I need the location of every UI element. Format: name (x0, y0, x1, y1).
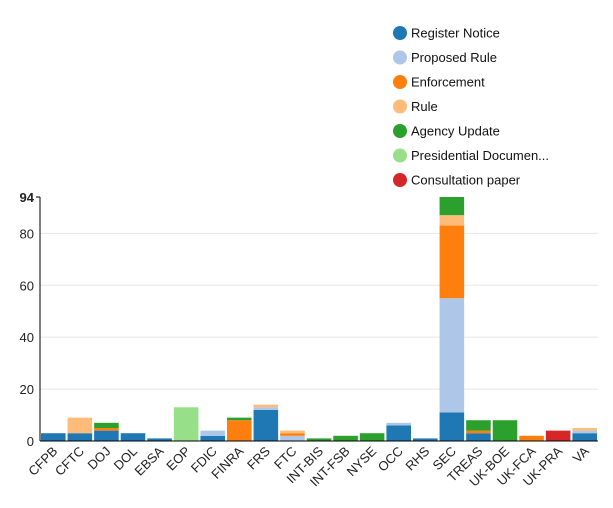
bar-segment-occ-proposed-rule[interactable] (386, 422, 411, 426)
x-tick-label-doj: DOJ (85, 444, 114, 473)
bar-segment-treas-agency-update[interactable] (466, 420, 491, 431)
x-tick-label-cftc: CFTC (52, 444, 87, 479)
x-axis: CFPBCFTCDOJDOLEBSAEOPFDICFINRAFRSFTCINT-… (25, 440, 598, 489)
bar-segment-int-fsb-agency-update[interactable] (333, 435, 358, 441)
x-tick-label-ebsa: EBSA (132, 443, 167, 478)
bar-segment-dol-register-notice[interactable] (120, 433, 146, 441)
bar-segment-ftc-enforcement[interactable] (280, 433, 305, 436)
bar-segment-uk-fca-enforcement[interactable] (519, 435, 544, 441)
x-tick-label-frs: FRS (244, 443, 273, 472)
bar-segment-sec-enforcement[interactable] (439, 225, 465, 299)
bar-segment-ftc-rule[interactable] (280, 430, 305, 434)
bar-segment-fdic-proposed-rule[interactable] (200, 430, 225, 436)
legend-marker-agency-update[interactable] (393, 124, 407, 138)
x-tick-label-eop: EOP (163, 444, 193, 474)
bar-segment-int-bis-agency-update[interactable] (306, 438, 332, 441)
bar-segment-sec-rule[interactable] (439, 215, 465, 226)
y-tick-label: 0 (27, 434, 34, 449)
bar-segment-eop-presidential-documen[interactable] (173, 407, 199, 441)
legend-label-proposed-rule[interactable]: Proposed Rule (411, 50, 497, 65)
y-tick-label: 40 (20, 330, 34, 345)
bar-segment-frs-register-notice[interactable] (253, 409, 279, 441)
bar-segment-cftc-rule[interactable] (67, 417, 93, 434)
y-tick-label: 20 (20, 382, 34, 397)
bar-segment-fdic-register-notice[interactable] (200, 435, 225, 441)
legend-marker-proposed-rule[interactable] (393, 50, 407, 65)
bar-segment-doj-enforcement[interactable] (94, 428, 119, 431)
bar-segment-doj-register-notice[interactable] (94, 430, 119, 441)
bar-segment-frs-proposed-rule[interactable] (253, 407, 279, 410)
bar-segment-uk-pra-consultation-paper[interactable] (545, 430, 571, 441)
bar-segment-va-proposed-rule[interactable] (572, 430, 597, 434)
bar-segment-frs-rule[interactable] (253, 404, 279, 408)
bar-segment-sec-agency-update[interactable] (439, 197, 465, 216)
bar-segment-nyse-agency-update[interactable] (359, 433, 385, 441)
legend-marker-rule[interactable] (393, 99, 407, 114)
bar-segment-occ-register-notice[interactable] (386, 425, 411, 441)
legend-marker-consultation-paper[interactable] (393, 173, 407, 187)
legend-label-rule[interactable]: Rule (411, 99, 438, 114)
legend-marker-presidential-documen[interactable] (393, 148, 407, 163)
bar-segment-treas-register-notice[interactable] (466, 433, 491, 441)
bar-segment-va-rule[interactable] (572, 428, 597, 431)
bar-segment-finra-agency-update[interactable] (227, 417, 252, 421)
bars-group (41, 197, 597, 441)
x-tick-label-va: VA (570, 443, 592, 465)
bar-segment-uk-boe-agency-update[interactable] (492, 420, 518, 441)
x-tick-label-occ: OCC (375, 444, 406, 475)
bar-segment-ebsa-register-notice[interactable] (147, 438, 172, 441)
legend-label-enforcement[interactable]: Enforcement (411, 75, 485, 90)
bar-segment-treas-enforcement[interactable] (466, 430, 491, 434)
y-axis: 0 20 40 60 80 94 (20, 190, 41, 449)
legend-marker-register-notice[interactable] (393, 26, 407, 40)
bar-segment-cfpb-register-notice[interactable] (41, 433, 66, 441)
legend-label-register-notice[interactable]: Register Notice (411, 26, 500, 41)
chart-legend: Register Notice Proposed Rule Enforcement R… (393, 26, 549, 188)
bar-segment-sec-proposed-rule[interactable] (439, 298, 465, 413)
legend-marker-enforcement[interactable] (393, 75, 407, 89)
bar-segment-sec-register-notice[interactable] (439, 412, 465, 441)
bar-segment-finra-enforcement[interactable] (227, 420, 252, 441)
bar-segment-doj-agency-update[interactable] (94, 422, 119, 429)
bar-segment-rhs-register-notice[interactable] (413, 438, 438, 441)
legend-label-agency-update[interactable]: Agency Update (411, 124, 500, 139)
bar-segment-cftc-register-notice[interactable] (67, 433, 93, 441)
x-tick-label-nyse: NYSE (344, 443, 380, 479)
y-tick-label: 94 (20, 190, 35, 205)
bar-segment-ftc-proposed-rule[interactable] (280, 435, 305, 441)
legend-label-presidential-documen[interactable]: Presidential Documen... (411, 148, 549, 163)
x-tick-label-rhs: RHS (402, 443, 432, 473)
y-tick-label: 60 (20, 278, 34, 293)
y-tick-label: 80 (20, 226, 34, 241)
legend-label-consultation-paper[interactable]: Consultation paper (411, 173, 521, 188)
bar-segment-va-register-notice[interactable] (572, 433, 597, 441)
y-gridlines (40, 232, 598, 390)
